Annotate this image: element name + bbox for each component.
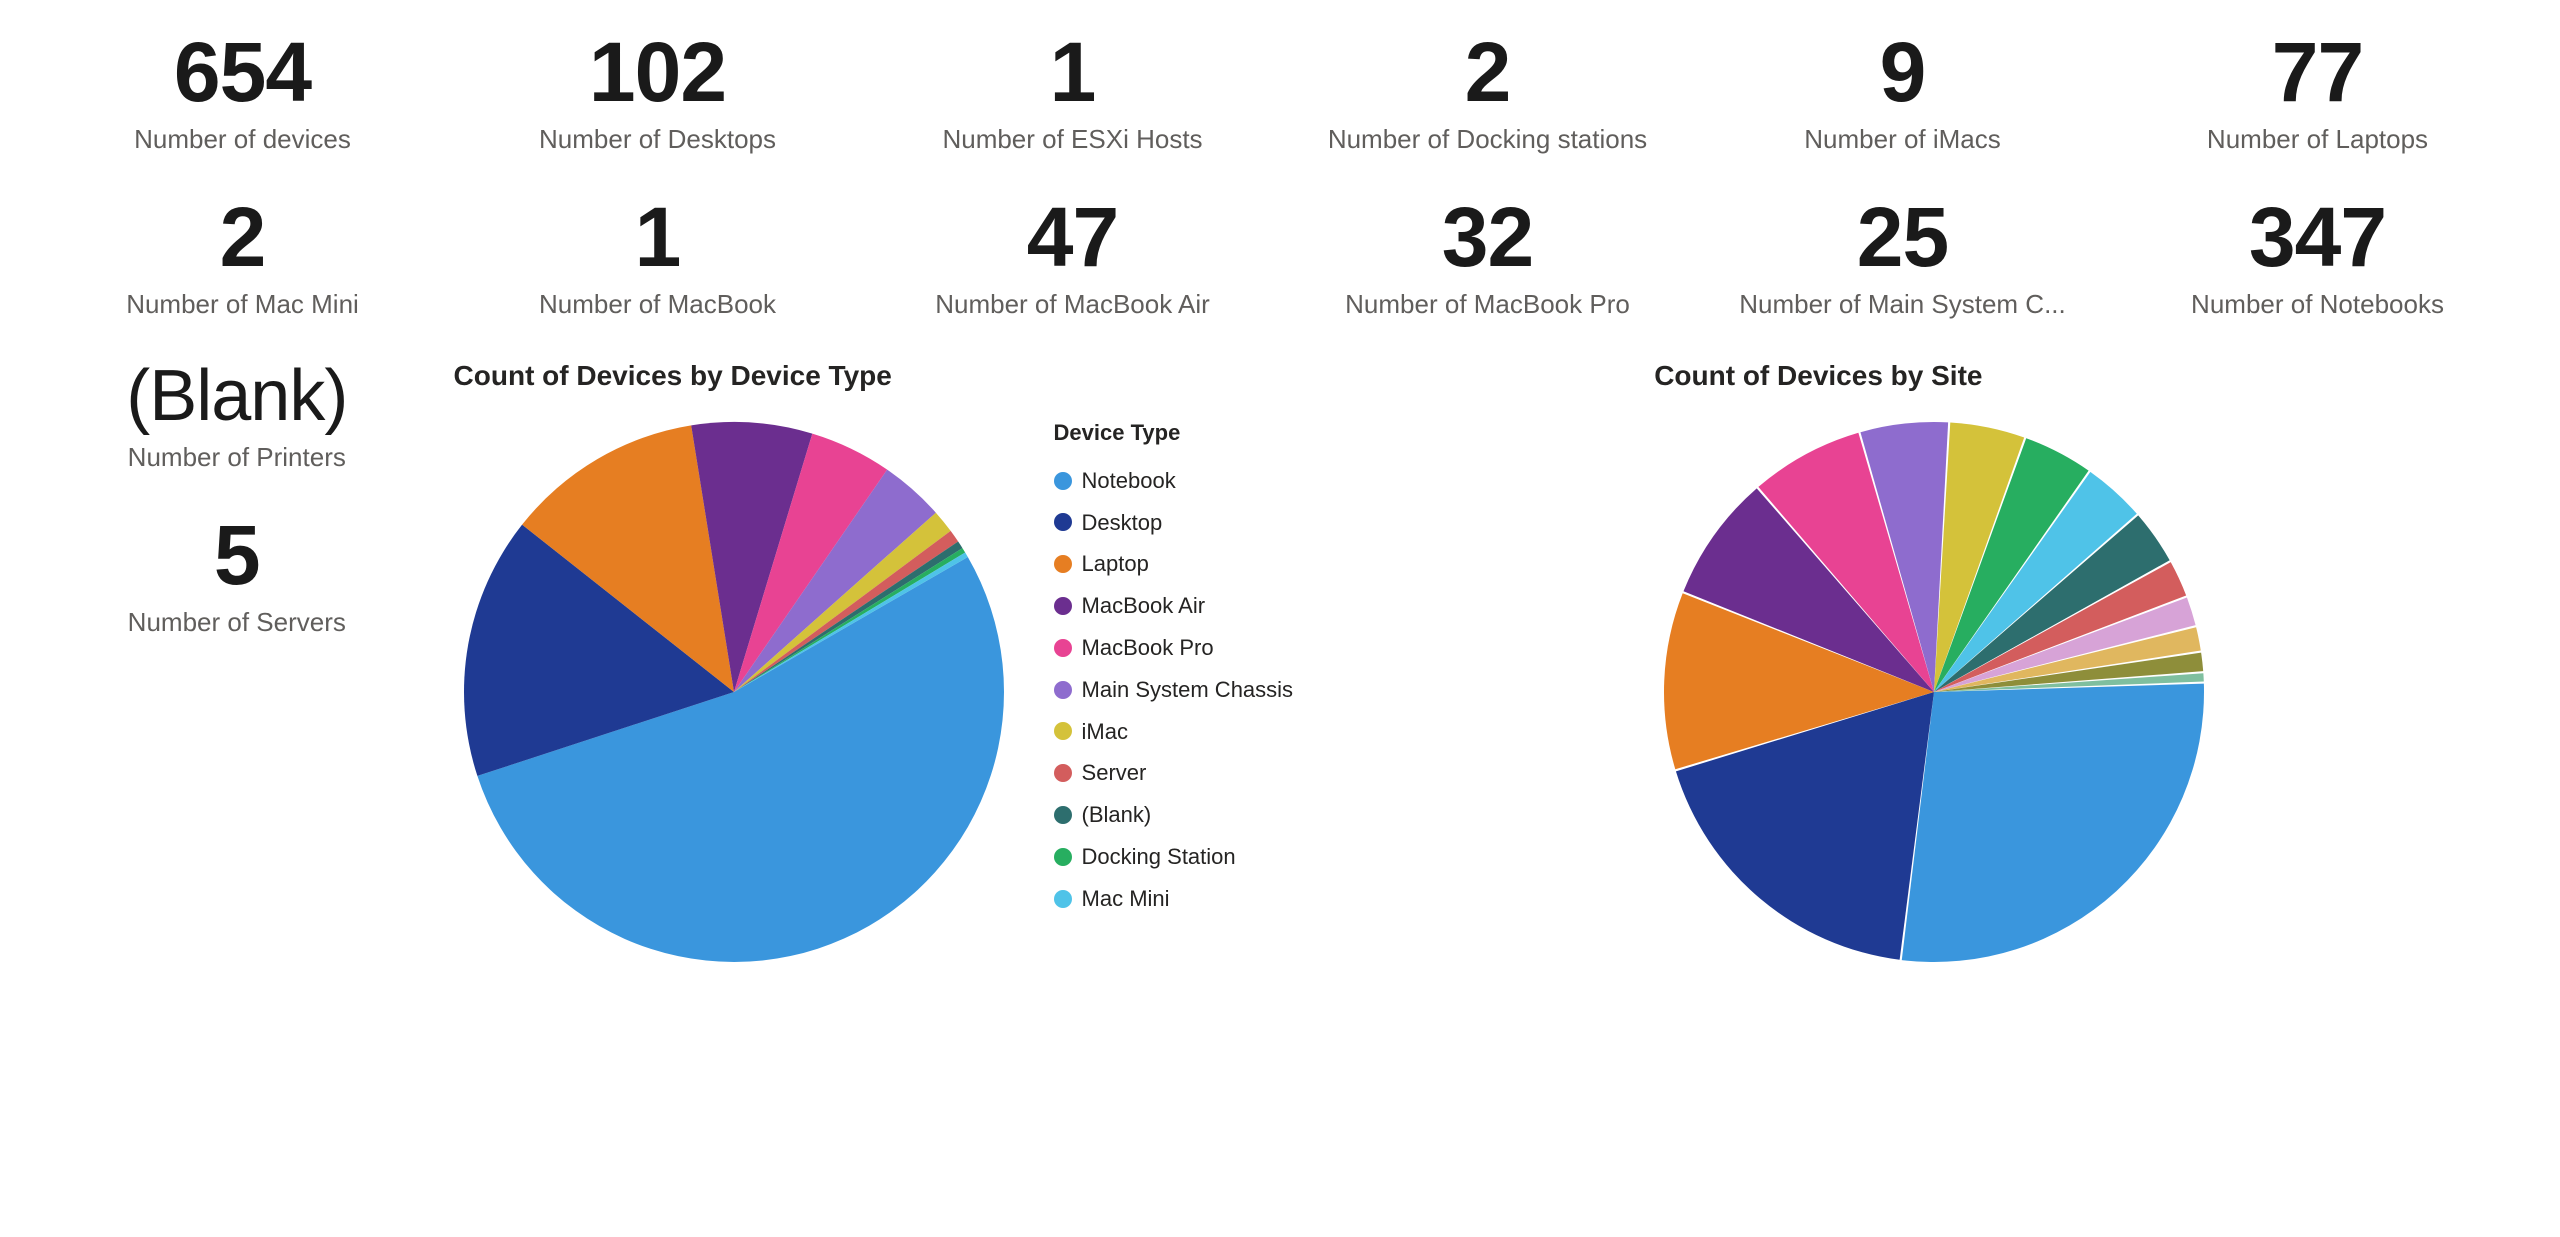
legend-label: iMac [1082,711,1128,753]
legend-item[interactable]: (Blank) [1054,794,1294,836]
legend-item[interactable]: Main System Chassis [1054,669,1294,711]
legend-device-type[interactable]: Device Type NotebookDesktopLaptopMacBook… [1054,412,1294,920]
chart-device-type: Count of Devices by Device Type Device T… [454,360,1635,972]
legend-label: MacBook Pro [1082,627,1214,669]
legend-label: (Blank) [1082,794,1152,836]
kpi-row-2: 2 Number of Mac Mini 1 Number of MacBook… [40,195,2520,320]
kpi-value: 102 [455,30,860,114]
kpi-macbook: 1 Number of MacBook [455,195,860,320]
pie-device-type[interactable] [454,412,1014,972]
legend-swatch-icon [1054,764,1072,782]
legend-swatch-icon [1054,555,1072,573]
kpi-row-1: 654 Number of devices 102 Number of Desk… [40,30,2520,155]
legend-swatch-icon [1054,722,1072,740]
legend-swatch-icon [1054,806,1072,824]
kpi-value: 654 [40,30,445,114]
kpi-docking: 2 Number of Docking stations [1285,30,1690,155]
kpi-label: Number of MacBook Pro [1285,289,1690,320]
legend-item[interactable]: Desktop [1054,502,1294,544]
legend-swatch-icon [1054,681,1072,699]
legend-label: Laptop [1082,543,1149,585]
chart-body [1654,412,2520,972]
legend-label: Desktop [1082,502,1163,544]
legend-swatch-icon [1054,472,1072,490]
kpi-value: 32 [1285,195,1690,279]
legend-swatch-icon [1054,639,1072,657]
legend-label: Mac Mini [1082,878,1170,920]
kpi-value: 1 [870,30,1275,114]
kpi-laptops: 77 Number of Laptops [2115,30,2520,155]
kpi-servers: 5 Number of Servers [40,513,434,638]
kpi-label: Number of Laptops [2115,124,2520,155]
legend-swatch-icon [1054,597,1072,615]
kpi-value: 1 [455,195,860,279]
kpi-devices: 654 Number of devices [40,30,445,155]
pie-slice[interactable] [1902,684,2204,962]
kpi-macbookpro: 32 Number of MacBook Pro [1285,195,1690,320]
legend-swatch-icon [1054,890,1072,908]
kpi-label: Number of Main System C... [1700,289,2105,320]
legend-item[interactable]: MacBook Pro [1054,627,1294,669]
pie-site[interactable] [1654,412,2214,972]
legend-swatch-icon [1054,513,1072,531]
kpi-esxi: 1 Number of ESXi Hosts [870,30,1275,155]
kpi-label: Number of Servers [40,607,434,638]
kpi-value: 2 [1285,30,1690,114]
kpi-value: 47 [870,195,1275,279]
legend-label: Main System Chassis [1082,669,1294,711]
chart-title: Count of Devices by Device Type [454,360,1635,392]
kpi-label: Number of MacBook [455,289,860,320]
kpi-macmini: 2 Number of Mac Mini [40,195,445,320]
legend-label: Server [1082,752,1147,794]
kpi-value: 347 [2115,195,2520,279]
kpi-label: Number of ESXi Hosts [870,124,1275,155]
kpi-label: Number of Desktops [455,124,860,155]
legend-swatch-icon [1054,848,1072,866]
kpi-printers: (Blank) Number of Printers [40,360,434,473]
chart-site: Count of Devices by Site [1654,360,2520,972]
legend-item[interactable]: Laptop [1054,543,1294,585]
legend-label: MacBook Air [1082,585,1206,627]
kpi-label: Number of iMacs [1700,124,2105,155]
kpi-label: Number of Notebooks [2115,289,2520,320]
kpi-value: 9 [1700,30,2105,114]
kpi-label: Number of devices [40,124,445,155]
kpi-notebooks: 347 Number of Notebooks [2115,195,2520,320]
chart-title: Count of Devices by Site [1654,360,2520,392]
legend-label: Notebook [1082,460,1176,502]
legend-title: Device Type [1054,412,1294,454]
legend-label: Docking Station [1082,836,1236,878]
kpi-macbookair: 47 Number of MacBook Air [870,195,1275,320]
kpi-label: Number of Docking stations [1285,124,1690,155]
kpi-label: Number of MacBook Air [870,289,1275,320]
legend-item[interactable]: Server [1054,752,1294,794]
dashboard: 654 Number of devices 102 Number of Desk… [0,0,2560,1237]
legend-item[interactable]: Notebook [1054,460,1294,502]
legend-item[interactable]: MacBook Air [1054,585,1294,627]
side-kpis: (Blank) Number of Printers 5 Number of S… [40,360,434,638]
legend-item[interactable]: Mac Mini [1054,878,1294,920]
kpi-label: Number of Mac Mini [40,289,445,320]
kpi-imacs: 9 Number of iMacs [1700,30,2105,155]
legend-item[interactable]: iMac [1054,711,1294,753]
kpi-value: 77 [2115,30,2520,114]
kpi-mainsystem: 25 Number of Main System C... [1700,195,2105,320]
chart-body: Device Type NotebookDesktopLaptopMacBook… [454,412,1635,972]
kpi-label: Number of Printers [40,442,434,473]
kpi-value: 25 [1700,195,2105,279]
kpi-desktops: 102 Number of Desktops [455,30,860,155]
kpi-value: (Blank) [40,360,434,432]
kpi-value: 2 [40,195,445,279]
legend-item[interactable]: Docking Station [1054,836,1294,878]
bottom-section: (Blank) Number of Printers 5 Number of S… [40,360,2520,1217]
kpi-value: 5 [40,513,434,597]
